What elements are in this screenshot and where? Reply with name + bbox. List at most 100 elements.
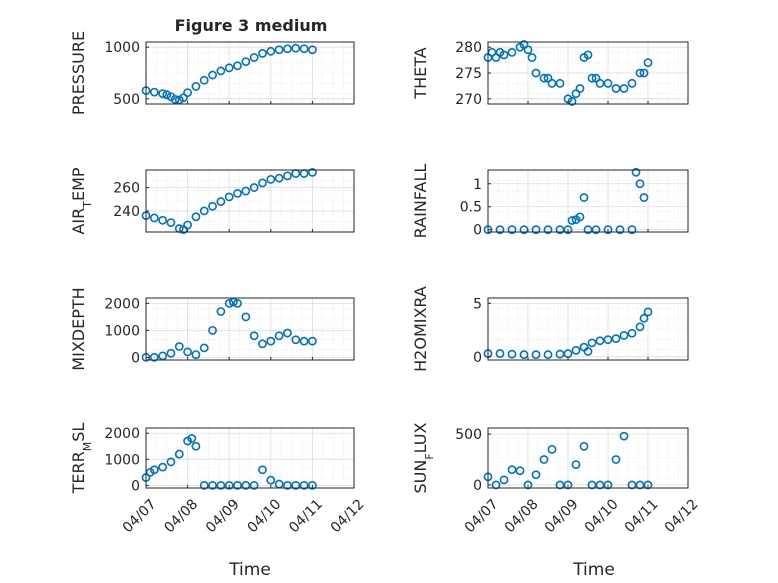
y-axis-label: AIRTEMP bbox=[69, 167, 94, 234]
data-point bbox=[170, 94, 180, 104]
data-point bbox=[627, 328, 637, 338]
data-point bbox=[583, 50, 593, 60]
data-point bbox=[635, 322, 645, 332]
data-point bbox=[555, 78, 565, 88]
data-point bbox=[283, 480, 292, 490]
data-point bbox=[241, 312, 251, 322]
panel-air-temp: 240 260 AIRTEMP bbox=[69, 167, 355, 235]
data-point bbox=[523, 480, 533, 490]
data-point bbox=[179, 93, 188, 103]
y-tick-label: 0 bbox=[473, 350, 482, 366]
data-point bbox=[208, 70, 217, 80]
data-point bbox=[515, 466, 525, 476]
data-point bbox=[611, 455, 621, 464]
data-point bbox=[241, 480, 251, 490]
data-point bbox=[567, 216, 577, 225]
data-point bbox=[627, 78, 637, 88]
data-point bbox=[619, 331, 629, 340]
y-axis-label: MIXDEPTH bbox=[69, 287, 88, 370]
data-point bbox=[149, 87, 159, 97]
data-point bbox=[527, 53, 537, 62]
data-point bbox=[216, 66, 226, 76]
y-tick-label: 1000 bbox=[104, 452, 140, 468]
data-point bbox=[507, 47, 517, 57]
data-point bbox=[199, 480, 209, 490]
data-point bbox=[543, 350, 553, 360]
panel-pressure: 500 1000 PRESSURE bbox=[69, 31, 355, 115]
data-point bbox=[639, 313, 649, 323]
data-point bbox=[639, 193, 649, 202]
y-tick-label: 5 bbox=[473, 296, 482, 312]
data-point bbox=[158, 215, 168, 225]
data-point bbox=[149, 213, 159, 223]
data-point bbox=[224, 298, 234, 308]
data-point bbox=[643, 58, 653, 68]
y-tick-label: 1 bbox=[473, 177, 482, 193]
data-point bbox=[495, 349, 505, 358]
axes-box bbox=[487, 297, 689, 361]
panel-theta: 270 275 280 THETA bbox=[411, 40, 689, 108]
y-tick-label: 280 bbox=[455, 40, 482, 56]
y-tick-label: 240 bbox=[113, 204, 140, 220]
data-point bbox=[499, 50, 509, 60]
y-axis-label: PRESSURE bbox=[69, 31, 88, 115]
x-tick-label: 04/12 bbox=[662, 496, 702, 536]
panel-rainfall: 0 0.5 1 RAINFALL bbox=[411, 164, 689, 239]
y-axis-label: TERRMSL bbox=[69, 423, 94, 495]
y-axis-label: THETA bbox=[411, 47, 430, 99]
data-point bbox=[266, 46, 276, 56]
data-point bbox=[603, 480, 613, 490]
y-tick-label: 1000 bbox=[104, 40, 140, 56]
data-point bbox=[183, 88, 192, 98]
data-point bbox=[307, 45, 317, 55]
y-tick-label: 2000 bbox=[104, 296, 140, 312]
x-tick-label: 04/08 bbox=[502, 496, 542, 536]
x-axis-label-right: Time bbox=[572, 560, 615, 580]
y-tick-label: 500 bbox=[455, 427, 482, 443]
data-point bbox=[307, 480, 317, 490]
x-tick-label: 04/09 bbox=[542, 496, 582, 536]
data-point bbox=[174, 95, 184, 105]
panel-mixdepth: 0 1000 2000 MIXDEPTH bbox=[69, 287, 355, 371]
data-point bbox=[307, 167, 317, 177]
data-point bbox=[216, 307, 226, 316]
data-point bbox=[571, 460, 581, 470]
data-point bbox=[495, 225, 505, 235]
data-point bbox=[283, 44, 292, 54]
y-tick-label: 0 bbox=[131, 478, 140, 494]
x-tick-label: 04/07 bbox=[462, 496, 502, 536]
data-point bbox=[603, 225, 613, 235]
data-point bbox=[266, 336, 276, 346]
data-point bbox=[507, 349, 517, 359]
data-point bbox=[216, 197, 226, 206]
panel-sun-flux: 0 500 04/07 04/08 04/09 04/10 04/11 04/12 SUNFLU… bbox=[411, 422, 702, 536]
data-point bbox=[274, 331, 284, 341]
data-point bbox=[174, 342, 184, 351]
axes-box bbox=[145, 297, 355, 361]
data-point bbox=[191, 441, 201, 451]
data-point bbox=[166, 348, 176, 358]
x-tick-label: 04/10 bbox=[582, 496, 622, 536]
data-point bbox=[571, 345, 581, 355]
x-tick-label: 04/12 bbox=[328, 496, 368, 536]
data-point bbox=[635, 68, 645, 78]
data-point bbox=[603, 335, 613, 345]
x-tick-label: 04/09 bbox=[203, 496, 243, 536]
data-point bbox=[249, 53, 259, 62]
data-point bbox=[258, 178, 267, 188]
data-point bbox=[643, 480, 653, 490]
data-point bbox=[283, 328, 292, 338]
data-point bbox=[183, 347, 192, 357]
data-point bbox=[283, 171, 292, 181]
data-point bbox=[499, 475, 509, 485]
data-point bbox=[191, 350, 201, 360]
data-point bbox=[579, 193, 589, 202]
data-point bbox=[595, 336, 605, 346]
data-point bbox=[158, 462, 168, 472]
data-point bbox=[307, 336, 317, 346]
x-tick-label: 04/11 bbox=[286, 496, 326, 536]
data-point bbox=[491, 480, 501, 490]
data-point bbox=[233, 298, 242, 308]
data-point bbox=[249, 331, 259, 341]
data-point bbox=[241, 186, 251, 196]
